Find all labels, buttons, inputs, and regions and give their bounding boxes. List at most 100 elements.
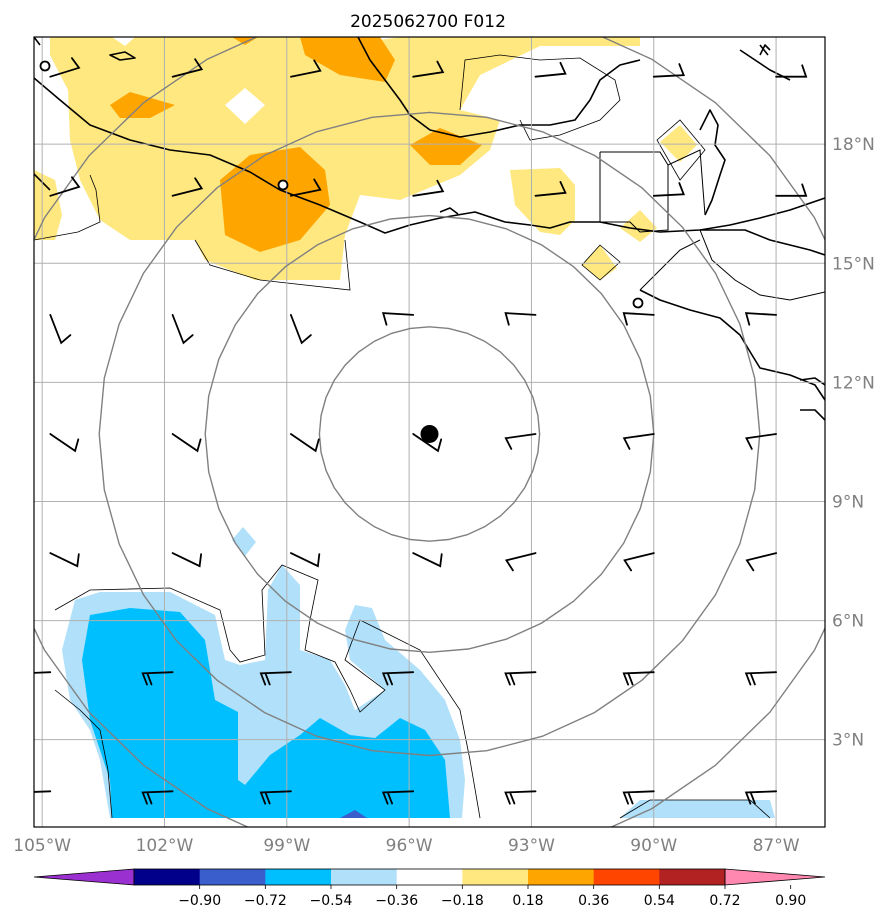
colorbar-tick-label: 0.36: [578, 893, 609, 909]
gridlines: [34, 37, 825, 827]
neutral-hole-2: [112, 37, 135, 46]
colorbar-tick-label: −0.72: [244, 893, 287, 909]
longitude-tick-label: 105°W: [13, 836, 71, 856]
wind-barb: [290, 314, 312, 345]
moderate-anomaly-2: [300, 37, 395, 82]
wind-barb: [745, 552, 777, 572]
wind-barb: [622, 671, 655, 686]
wind-barb: [49, 176, 81, 197]
wind-barb: [381, 671, 415, 686]
wind-barb: [34, 671, 52, 674]
colorbar-tick-label: −0.36: [375, 893, 418, 909]
plot-frame: [33, 36, 826, 828]
country-border-nicaragua: [639, 239, 701, 291]
wind-barb: [290, 552, 321, 568]
wind-barb: [259, 790, 292, 805]
positive-anomaly-islands: [582, 125, 697, 280]
colorbar-tick-label: −0.54: [310, 893, 353, 909]
wind-barb: [652, 63, 685, 78]
range-ring: [98, 111, 761, 757]
colorbar-segment: [331, 869, 398, 885]
wind-barb: [775, 64, 808, 78]
colorbar-tick-label: −0.18: [441, 893, 484, 909]
range-ring: [318, 326, 541, 542]
colorbar: −0.90 −0.72 −0.54 −0.36 −0.18 0.18 0.36 0.54 0.7…: [33, 868, 826, 909]
neutral-hole: [225, 88, 265, 124]
station-marker: [277, 179, 289, 191]
longitude-labels: 105°W 102°W 99°W 96°W 93°W 90°W 87°W: [13, 836, 799, 856]
yucatan-coast: [699, 109, 726, 216]
contour-lines: [34, 54, 771, 819]
wind-barb: [290, 433, 320, 453]
station-marker: [632, 297, 644, 309]
colorbar-extend-low: [33, 868, 135, 886]
country-border-belize: [667, 149, 706, 216]
wind-barb: [745, 433, 777, 450]
wind-barb: [171, 552, 202, 568]
colorbar-frame: [133, 868, 726, 886]
wind-barb: [49, 433, 80, 453]
wind-barb: [534, 181, 567, 197]
west-coast-baja: [34, 37, 51, 191]
latitude-tick-label: 18°N: [832, 135, 875, 155]
colorbar-segment: [199, 869, 266, 885]
plot-area: [34, 37, 825, 827]
storm-center-marker: [420, 424, 439, 443]
islands: [109, 44, 771, 215]
colorbar-segment: [593, 869, 660, 885]
wind-barb: [141, 790, 174, 805]
positive-anomaly-region: [50, 37, 640, 280]
moderate-anomaly-1: [220, 147, 330, 252]
wind-barb: [412, 179, 445, 197]
station-marker: [39, 60, 51, 72]
longitude-tick-label: 102°W: [136, 836, 194, 856]
wind-barb: [744, 790, 777, 805]
wind-barb: [622, 433, 655, 450]
colorbar-segment: [659, 869, 726, 885]
wind-barb: [381, 312, 415, 326]
wind-barb: [744, 671, 777, 686]
wind-barb: [622, 790, 655, 805]
wind-barb: [623, 552, 655, 572]
wind-barb: [290, 178, 322, 197]
negative-anomaly-light-3: [620, 800, 775, 818]
wind-barb: [744, 312, 777, 326]
wind-barb: [504, 790, 537, 805]
colorbar-segment: [265, 869, 332, 885]
wind-barb: [534, 61, 567, 78]
latitude-tick-label: 6°N: [832, 612, 864, 632]
latitude-tick-label: 15°N: [832, 254, 875, 274]
wind-barb: [171, 58, 204, 78]
colorbar-tick-label: 0.54: [644, 893, 675, 909]
latitude-tick-label: 12°N: [832, 373, 875, 393]
range-rings: [34, 37, 825, 827]
wind-barb: [412, 552, 443, 568]
wind-barb: [622, 312, 655, 326]
range-ring: [204, 214, 655, 654]
map-title: 2025062700 F012: [350, 12, 506, 32]
colorbar-tick-label: 0.18: [512, 893, 543, 909]
wind-barb: [775, 183, 808, 197]
mexico-coastline: [34, 77, 825, 234]
wind-barb: [171, 314, 194, 345]
positive-anomaly-west: [34, 170, 62, 240]
moderate-anomaly-3: [410, 128, 482, 165]
moderate-anomaly-4: [110, 92, 175, 118]
longitude-tick-label: 96°W: [386, 836, 433, 856]
wind-barb: [259, 671, 292, 686]
latitude-tick-label: 3°N: [832, 731, 864, 751]
colorbar-segment: [528, 869, 595, 885]
negative-anomaly-medium: [82, 608, 450, 818]
gulf-coastline: [357, 37, 641, 138]
wind-barb: [504, 433, 537, 450]
wind-barb: [504, 312, 537, 326]
wind-barb: [290, 59, 322, 78]
longitude-tick-label: 87°W: [753, 836, 800, 856]
longitude-tick-label: 99°W: [263, 836, 310, 856]
colorbar-tick-label: 0.72: [709, 893, 740, 909]
wind-barb: [34, 790, 52, 793]
shaded-field: [34, 37, 775, 818]
colorbar-tick-label: −0.90: [178, 893, 221, 909]
wind-barb: [652, 182, 685, 197]
